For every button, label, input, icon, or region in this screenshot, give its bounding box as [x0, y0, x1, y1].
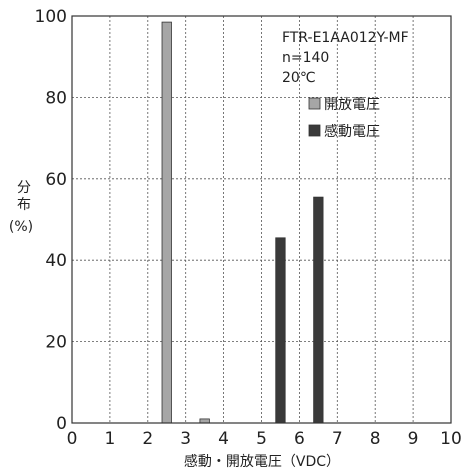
x-tick-label: 8	[370, 429, 381, 449]
y-tick-label: 60	[45, 170, 67, 190]
y-tick-label: 80	[45, 88, 67, 108]
x-tick-label: 2	[142, 429, 153, 449]
x-tick-label: 9	[408, 429, 419, 449]
plot-frame	[71, 15, 452, 424]
x-tick-label: 7	[332, 429, 343, 449]
x-tick-label: 0	[67, 429, 78, 449]
x-tick-label: 1	[104, 429, 115, 449]
legend: 開放電圧 感動電圧	[308, 97, 380, 140]
y-axis-title-line-3: (%)	[9, 219, 33, 235]
y-axis-title: 分 布 (%)	[9, 180, 33, 235]
y-tick-label: 40	[45, 251, 67, 271]
y-axis-title-line-1: 分	[17, 180, 31, 196]
x-tick-label: 3	[180, 429, 191, 449]
x-tick-label: 5	[256, 429, 267, 449]
sample-count-annotation: n=140	[282, 50, 329, 66]
y-tick-label: 0	[56, 414, 67, 434]
x-tick-label: 4	[218, 429, 229, 449]
y-tick-label: 20	[45, 333, 67, 353]
x-tick-label: 10	[440, 429, 462, 449]
bar-series-1	[161, 21, 172, 424]
legend-swatch-open-voltage	[308, 97, 321, 110]
temperature-annotation: 20℃	[282, 70, 316, 86]
bar-series-2	[313, 196, 324, 424]
y-axis-title-line-2: 布	[17, 197, 31, 213]
legend-label-open-voltage: 開放電圧	[324, 97, 380, 113]
grid	[72, 16, 451, 423]
x-axis-title: 感動・開放電圧（VDC）	[184, 453, 340, 470]
model-annotation: FTR-E1AA012Y-MF	[282, 30, 409, 46]
annotation-block: FTR-E1AA012Y-MF n=140 20℃	[282, 30, 409, 86]
legend-swatch-sensitive-voltage	[308, 124, 321, 137]
bar-series-2	[275, 237, 286, 424]
legend-label-sensitive-voltage: 感動電圧	[324, 123, 380, 140]
bar-series-1	[199, 418, 210, 424]
x-tick-label: 6	[294, 429, 305, 449]
y-tick-label: 100	[35, 7, 67, 27]
